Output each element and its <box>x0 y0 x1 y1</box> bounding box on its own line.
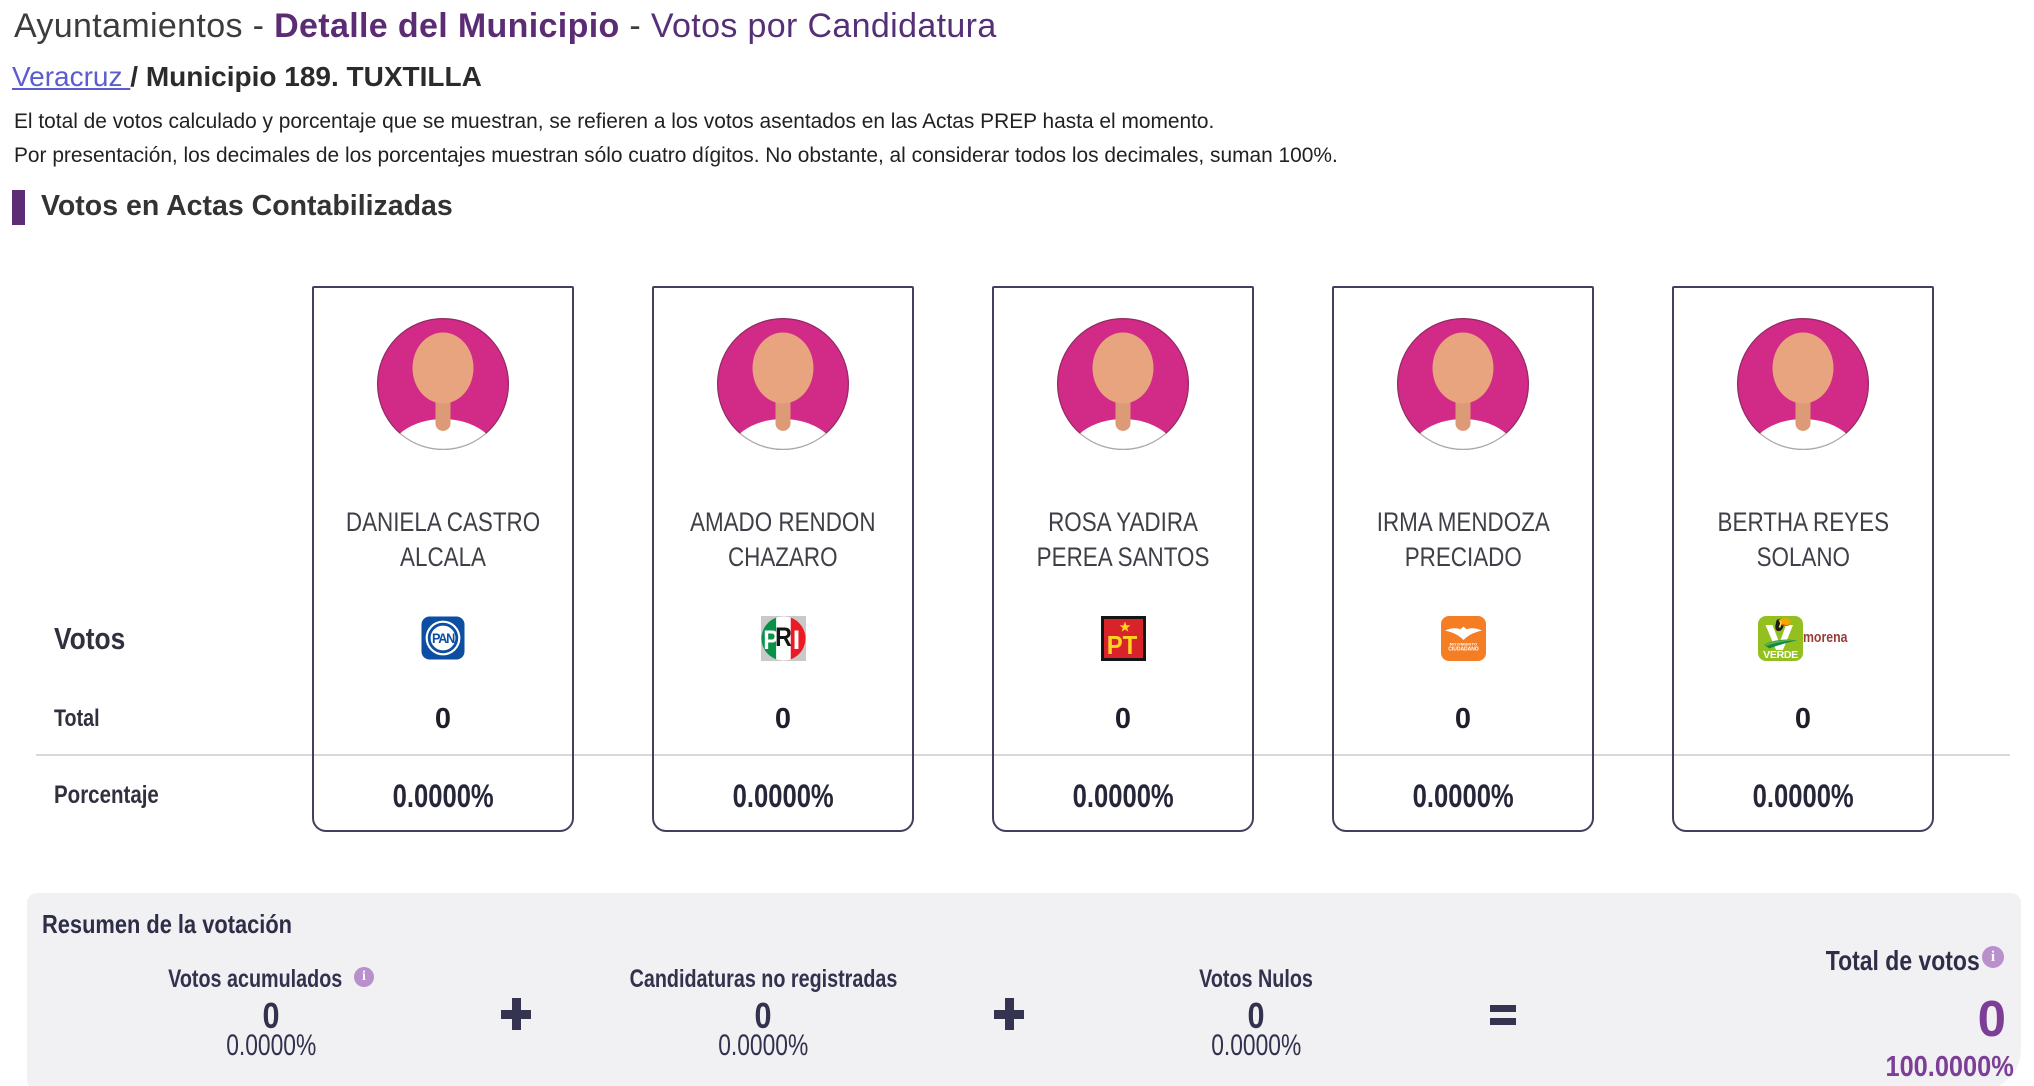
svg-text:P: P <box>763 625 778 655</box>
svg-text:CIUDADANO: CIUDADANO <box>1448 647 1479 653</box>
svg-text:MOVIMIENTO: MOVIMIENTO <box>1449 642 1477 647</box>
svg-text:I: I <box>792 625 800 655</box>
svg-text:PT: PT <box>1106 631 1137 660</box>
svg-text:R: R <box>775 622 792 652</box>
svg-text:VERDE: VERDE <box>1763 649 1798 661</box>
svg-text:PAN: PAN <box>432 630 455 645</box>
